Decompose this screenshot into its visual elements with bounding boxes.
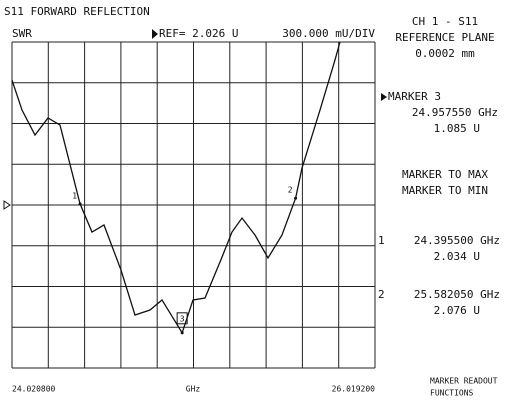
marker-name: 2 bbox=[378, 288, 385, 301]
channel: CH 1 - S11 bbox=[412, 15, 478, 28]
footer: MARKER READOUT bbox=[430, 377, 498, 386]
scale-label: 300.000 mU/DIV bbox=[282, 27, 375, 40]
marker-box bbox=[176, 312, 188, 325]
ref-pointer bbox=[152, 29, 158, 39]
title: S11 FORWARD REFLECTION bbox=[4, 5, 150, 18]
marker-tag: 1 bbox=[72, 191, 77, 200]
reference-plane-label: REFERENCE PLANE bbox=[395, 31, 494, 44]
marker-y: 2.076 U bbox=[434, 304, 480, 317]
ref-level bbox=[3, 200, 11, 210]
menu-item[interactable]: MARKER TO MIN bbox=[402, 184, 488, 197]
marker-y: 2.034 U bbox=[434, 250, 480, 263]
active-marker-x: 24.957550 GHz bbox=[412, 106, 498, 119]
active-marker-y: 1.085 U bbox=[434, 122, 480, 135]
x-tick-label: 26.019200 bbox=[332, 385, 376, 394]
marker-tag: 3 bbox=[180, 314, 185, 323]
x-tick-label: 24.020800 bbox=[12, 385, 56, 394]
marker-point bbox=[294, 196, 298, 200]
reference-plane: 0.0002 mm bbox=[415, 47, 475, 60]
menu-item[interactable]: MARKER TO MAX bbox=[402, 168, 488, 181]
y-label: SWR bbox=[12, 27, 32, 40]
marker-x: 25.582050 GHz bbox=[414, 288, 500, 301]
active-pointer bbox=[381, 93, 387, 101]
marker-x: 24.395500 GHz bbox=[414, 234, 500, 247]
marker-name: 1 bbox=[378, 234, 385, 247]
active-marker: MARKER 3 bbox=[388, 90, 441, 103]
marker-point bbox=[180, 331, 184, 335]
marker-tag: 2 bbox=[288, 186, 293, 195]
ref-label: REF= 2.026 U bbox=[159, 27, 238, 40]
footer: FUNCTIONS bbox=[430, 389, 474, 398]
x-unit: GHz bbox=[186, 385, 201, 394]
marker-point bbox=[78, 202, 82, 206]
